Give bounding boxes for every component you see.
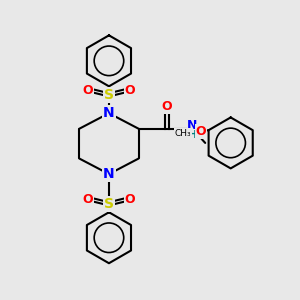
Text: O: O (196, 125, 206, 138)
Text: N: N (103, 167, 115, 181)
Text: O: O (82, 193, 93, 206)
Text: S: S (104, 88, 114, 102)
Text: CH₃: CH₃ (175, 128, 191, 137)
Text: O: O (125, 84, 136, 97)
Text: N: N (187, 119, 198, 132)
Text: O: O (125, 193, 136, 206)
Text: H: H (188, 130, 197, 140)
Text: N: N (103, 106, 115, 120)
Text: O: O (162, 100, 172, 112)
Text: O: O (82, 84, 93, 97)
Text: S: S (104, 197, 114, 211)
